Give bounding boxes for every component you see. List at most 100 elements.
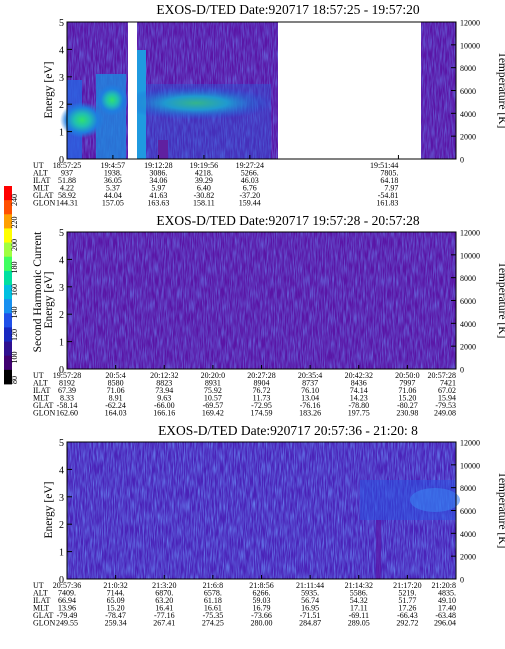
table-cell: 8436 [351,379,367,388]
table-cell: 21:11:44 [296,581,324,590]
colorbar-cell [4,186,12,201]
table-row-label: MLT [33,184,49,193]
table-cell: 64.18 [380,176,398,185]
table-cell: -75.35 [203,611,224,620]
table-cell: 7144. [107,589,125,598]
y2-tick-label: 4000 [460,530,476,539]
y2-tick-label: 10000 [460,41,480,50]
y-tick-label: 2 [59,310,64,321]
table-cell: 19:19:56 [190,161,218,170]
table-cell: 4218. [195,169,213,178]
colorbar-cell [4,285,12,300]
table-cell: 267.41 [153,619,175,628]
table-cell: -78.47 [105,611,126,620]
table-cell: 163.63 [147,199,169,208]
table-cell: 67.39 [58,386,76,395]
y-tick-label: 3 [59,283,64,294]
colorbar-cell [4,299,12,314]
table-cell: 19:12:28 [144,161,172,170]
table-cell: 20:35:4 [298,371,322,380]
table-row-label: MLT [33,604,49,613]
table-row-label: ILAT [33,596,50,605]
table-cell: 158.11 [193,199,215,208]
table-cell: 21:0:32 [103,581,127,590]
table-cell: 6578. [204,589,222,598]
colorbar-tick-label: 240 [10,194,19,206]
table-cell: 13.04 [301,394,319,403]
table-cell: 20:5:4 [105,371,125,380]
y-axis-label: Energy [eV] [43,482,55,539]
table-cell: 937 [61,169,73,178]
table-cell: 39.29 [195,176,213,185]
table-cell: -69.57 [203,401,224,410]
table-cell: 249.55 [56,619,78,628]
panel-title: EXOS-D/TED Date:920717 20:57:36 - 21:20:… [158,423,418,438]
colorbar-tick-label: 140 [10,307,19,319]
table-cell: 284.87 [299,619,321,628]
table-cell: 230.98 [396,409,418,418]
colorbar-tick-label: 160 [10,284,19,296]
table-cell: 71.06 [107,386,125,395]
table-cell: 6870. [155,589,173,598]
y2-tick-label: 12000 [460,19,480,28]
y-tick-label: 0 [59,575,64,586]
table-row-label: ALT [33,379,48,388]
y2-tick-label: 6000 [460,507,476,516]
y-tick-label: 1 [59,548,64,559]
table-cell: 4.22 [60,184,74,193]
table-cell: 7997 [399,379,415,388]
table-cell: 7409. [58,589,76,598]
table-cell: 3086. [149,169,167,178]
y2-tick-label: 8000 [460,64,476,73]
plot-features [360,480,460,579]
table-cell: 20:57:28 [428,371,456,380]
table-cell: 20:12:32 [150,371,178,380]
table-cell: 20:27:28 [247,371,275,380]
colorbar-tick-label: 100 [10,352,19,364]
y2-tick-label: 4000 [460,320,476,329]
y-tick-label: 2 [59,100,64,111]
table-cell: 20:20:0 [201,371,225,380]
table-cell: 63.20 [155,596,173,605]
colorbar-tick-label: 220 [10,217,19,229]
table-cell: 16.95 [301,604,319,613]
table-cell: -77.16 [154,611,175,620]
table-cell: -71.51 [300,611,321,620]
table-cell: -30.82 [194,191,215,200]
table-cell: 51.77 [398,596,416,605]
colorbar-cell [4,242,12,258]
table-cell: 19:27:24 [236,161,264,170]
table-cell: 169.42 [202,409,224,418]
y2-tick-label: 6000 [460,297,476,306]
table-cell: 14.23 [350,394,368,403]
table-cell: 197.75 [348,409,370,418]
y-tick-label: 5 [59,438,64,449]
plot-features [60,50,274,159]
table-cell: 15.20 [398,394,416,403]
y2-axis-label: Temperature [K] [496,52,505,129]
table-cell: 17.26 [398,604,416,613]
table-cell: 8931 [205,379,221,388]
table-cell: -37.20 [239,191,260,200]
table-cell: 280.00 [251,619,273,628]
table-cell: 162.60 [56,409,78,418]
table-cell: -63.48 [435,611,456,620]
table-cell: 21:3:20 [152,581,176,590]
table-cell: 8.33 [60,394,74,403]
table-cell: 61.18 [204,596,222,605]
table-row-label: MLT [33,394,49,403]
panel-title: EXOS-D/TED Date:920717 19:57:28 - 20:57:… [156,213,419,228]
y-tick-label: 4 [59,255,64,266]
axis-ticks: 0 1 2 3 4 5 0 2000 4000 6000 8000 10000 12000 [59,438,480,586]
table-cell: 36.05 [104,176,122,185]
y2-tick-label: 12000 [460,439,480,448]
y2-tick-label: 8000 [460,274,476,283]
data-gap [128,22,137,159]
y2-tick-label: 12000 [460,229,480,238]
table-cell: -79.49 [57,611,78,620]
table-cell: 56.74 [301,596,319,605]
y2-tick-label: 0 [460,366,464,375]
table-cell: 17.11 [350,604,368,613]
